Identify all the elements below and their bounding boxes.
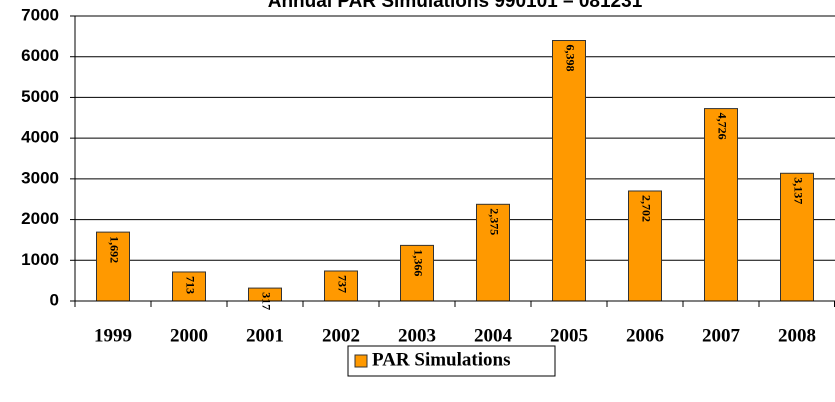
bar <box>628 190 662 302</box>
value-label: 713 <box>183 276 197 294</box>
bar <box>400 244 434 302</box>
legend-box <box>347 345 556 377</box>
y-tick-label: 4000 <box>21 128 59 147</box>
y-tick-label: 3000 <box>21 168 59 187</box>
legend: PAR Simulations <box>347 345 556 377</box>
x-tick-label: 2000 <box>170 325 208 346</box>
legend-swatch <box>354 354 368 368</box>
value-label: 737 <box>335 275 349 293</box>
x-tick-label: 2006 <box>626 325 664 346</box>
x-tick-label: 1999 <box>94 325 132 346</box>
x-tick-label: 2003 <box>398 325 436 346</box>
x-tick-label: 2008 <box>778 325 816 346</box>
x-tick-label: 2001 <box>246 325 284 346</box>
bar <box>704 108 738 302</box>
bar <box>324 270 358 302</box>
y-tick-label: 2000 <box>21 209 59 228</box>
bar <box>96 231 130 302</box>
value-label: 2,702 <box>639 195 653 222</box>
legend-label: PAR Simulations <box>372 349 510 370</box>
y-tick-label: 7000 <box>21 5 59 24</box>
value-label: 4,726 <box>715 113 729 140</box>
value-label: 1,366 <box>411 249 425 276</box>
value-label: 2,375 <box>487 208 501 235</box>
y-tick-label: 1000 <box>21 250 59 269</box>
x-tick-label: 2005 <box>550 325 588 346</box>
y-tick-label: 0 <box>50 290 59 309</box>
chart-title: Annual PAR Simulations 990101 – 081231 <box>268 0 643 12</box>
x-tick-label: 2002 <box>322 325 360 346</box>
bar <box>552 40 586 302</box>
value-label: 6,398 <box>563 45 577 72</box>
y-tick-label: 6000 <box>21 46 59 65</box>
value-label: 1,692 <box>107 236 121 263</box>
x-tick-label: 2004 <box>474 325 513 346</box>
x-tick-label: 2007 <box>702 325 741 346</box>
y-tick-label: 5000 <box>21 87 59 106</box>
bar <box>476 203 510 302</box>
bar <box>780 172 814 302</box>
value-label: 3,137 <box>791 177 805 204</box>
